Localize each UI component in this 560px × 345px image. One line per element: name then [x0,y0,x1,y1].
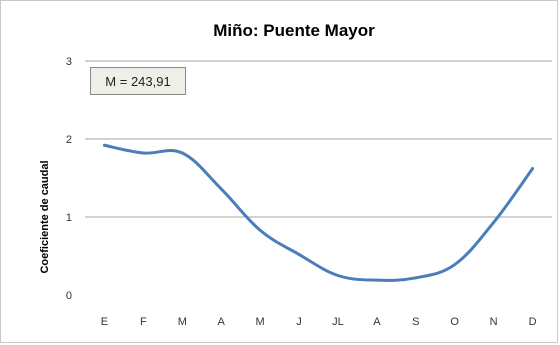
x-tick-label: M [256,316,265,328]
y-axis-label: Coeficiente de caudal [39,160,51,273]
data-point-S [414,276,418,280]
series-line [102,143,535,282]
y-tick-label: 1 [66,212,72,224]
x-tick-label: D [529,316,537,328]
series [102,143,535,282]
data-point-E [102,143,106,147]
data-point-M [258,228,262,232]
data-point-O [453,263,457,267]
x-tick-label: J [296,316,302,328]
data-point-JL [336,274,340,277]
annotation-text: M = 243,91 [105,73,171,89]
chart-title: Miño: Puente Mayor [213,21,375,40]
data-point-M [180,151,184,155]
x-tick-label: A [373,316,381,328]
x-tick-label: N [490,316,498,328]
x-tick-label: O [450,316,459,328]
data-point-A [219,187,223,191]
data-point-A [375,278,379,282]
data-point-N [492,220,496,224]
annotation-box: M = 243,91 [90,67,186,95]
x-tick-label: S [412,316,419,328]
x-tick-label: F [140,316,147,328]
data-point-F [141,151,145,155]
grid [85,60,552,218]
data-point-J [297,252,301,256]
y-tick-label: 2 [66,134,72,146]
data-point-D [531,167,535,171]
y-tick-label: 3 [66,56,72,68]
y-tick-label: 0 [66,290,72,302]
x-tick-label: A [218,316,226,328]
x-ticks: E F M A M J JL A S O N D [101,316,537,328]
x-tick-label: JL [332,316,344,328]
y-ticks: 0 1 2 3 [66,56,72,302]
x-tick-label: E [101,316,108,328]
x-tick-label: M [178,316,187,328]
